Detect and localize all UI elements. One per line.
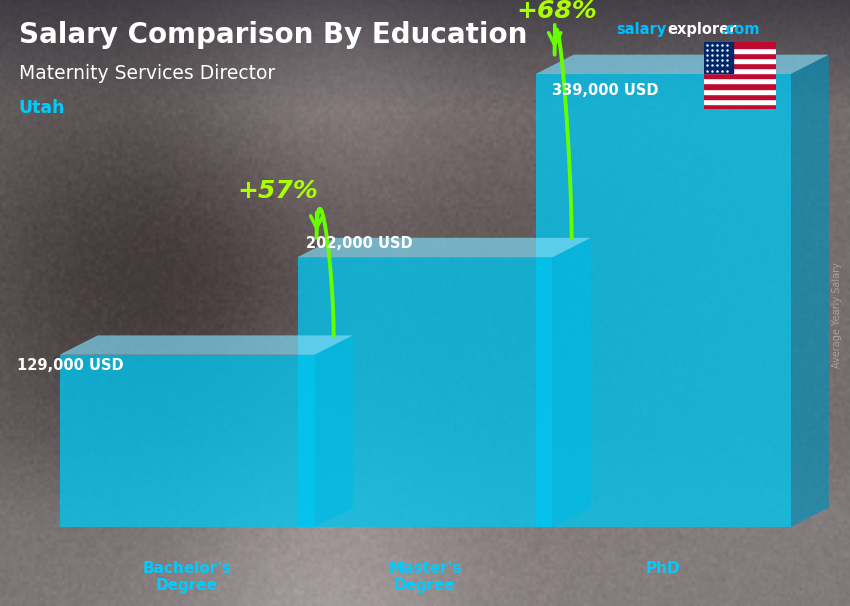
Text: Average Yearly Salary: Average Yearly Salary	[832, 262, 842, 368]
Bar	[704, 53, 776, 58]
Text: 129,000 USD: 129,000 USD	[17, 358, 123, 373]
Polygon shape	[790, 55, 829, 527]
FancyBboxPatch shape	[60, 355, 314, 527]
Text: 339,000 USD: 339,000 USD	[552, 83, 659, 98]
Bar	[704, 99, 776, 104]
Text: PhD: PhD	[646, 561, 680, 576]
Bar	[704, 63, 776, 68]
Bar	[704, 42, 733, 73]
Polygon shape	[314, 335, 353, 527]
Polygon shape	[60, 335, 353, 355]
Polygon shape	[298, 238, 591, 257]
Polygon shape	[536, 55, 829, 74]
Text: salary: salary	[616, 22, 666, 38]
Bar	[704, 104, 776, 109]
Bar	[704, 73, 776, 78]
Bar	[704, 58, 776, 63]
Text: Utah: Utah	[19, 99, 65, 118]
FancyBboxPatch shape	[536, 74, 790, 527]
Bar	[704, 94, 776, 99]
Bar	[704, 47, 776, 53]
Bar	[704, 88, 776, 94]
Text: Bachelor's
Degree: Bachelor's Degree	[143, 561, 231, 593]
Text: explorer: explorer	[667, 22, 737, 38]
Text: Maternity Services Director: Maternity Services Director	[19, 64, 275, 82]
Polygon shape	[552, 238, 591, 527]
Text: Salary Comparison By Education: Salary Comparison By Education	[19, 21, 527, 49]
Text: .com: .com	[721, 22, 760, 38]
Bar	[704, 68, 776, 73]
Text: +57%: +57%	[237, 179, 318, 203]
FancyBboxPatch shape	[298, 257, 552, 527]
Bar	[704, 84, 776, 88]
Text: 202,000 USD: 202,000 USD	[306, 236, 412, 251]
Text: Master's
Degree: Master's Degree	[388, 561, 462, 593]
Text: +68%: +68%	[516, 0, 597, 23]
Bar	[704, 42, 776, 47]
Bar	[704, 78, 776, 84]
